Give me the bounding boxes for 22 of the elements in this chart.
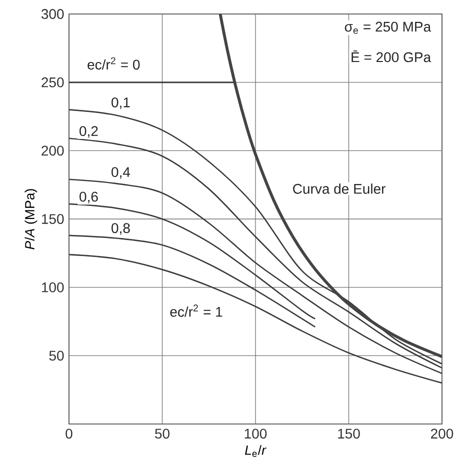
- annotation: σ$_{e}$ = 250 MPa: [344, 22, 431, 34]
- annotation: Ē = 200 GPa: [352, 50, 431, 62]
- series-label: ec/r$^{2}$ = 1: [170, 304, 222, 317]
- series-label: 0,1: [111, 97, 130, 110]
- x-tick-label: 100: [244, 428, 267, 439]
- y-tick-label: 100: [42, 282, 64, 292]
- y-tick-label: 300: [41, 9, 64, 19]
- series-label: 0,4: [111, 167, 130, 179]
- x-tick-label: 50: [154, 428, 170, 439]
- x-tick-label: 0: [66, 428, 72, 439]
- y-tick-label: 150: [42, 214, 64, 224]
- y-tick-label: 200: [42, 146, 64, 156]
- series-label: ec/r$^{2}$ = 0: [88, 57, 140, 70]
- x-tick-label: 150: [338, 428, 360, 439]
- series-label: 0,6: [79, 192, 98, 204]
- y-tick-label: 50: [49, 350, 64, 361]
- series-label: 0,2: [79, 126, 98, 138]
- y-tick-label: 250: [42, 77, 64, 88]
- x-axis-title: L$_{e}$/r: [244, 445, 266, 457]
- series-label: 0,8: [111, 223, 130, 235]
- series-label: Curva de Euler: [293, 184, 386, 194]
- x-tick-label: 200: [430, 428, 454, 439]
